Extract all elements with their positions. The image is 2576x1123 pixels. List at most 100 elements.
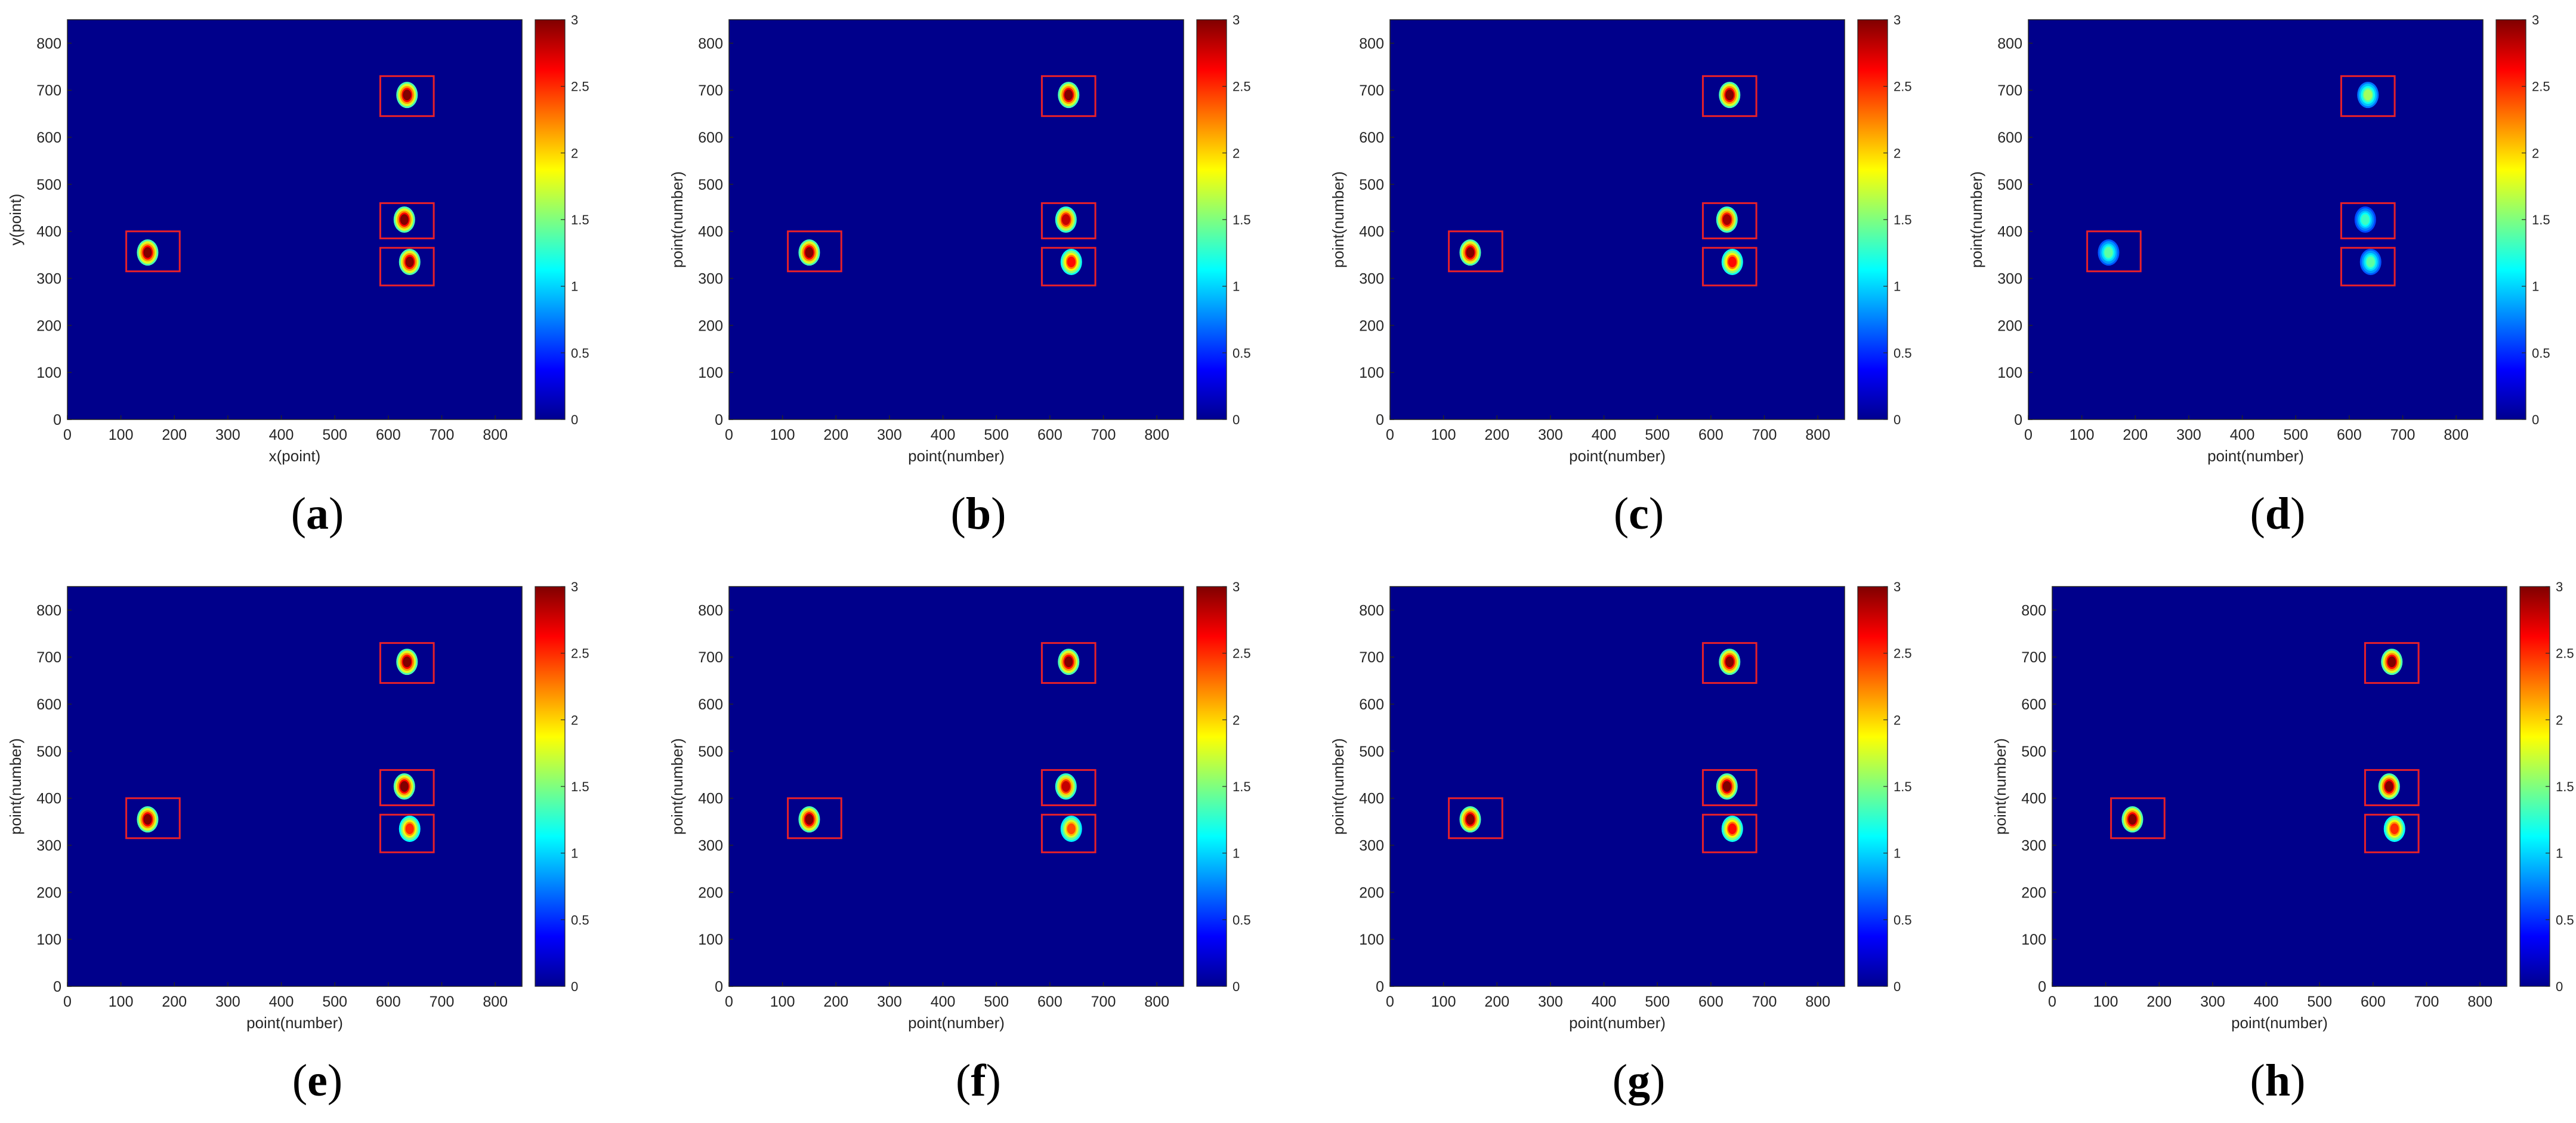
- panel-b: 0 100 200 300 400 500 600 700 800 0 100 200 300 400 50…: [668, 13, 1251, 465]
- y-tick-label: 500: [2021, 743, 2046, 760]
- target-blob: [403, 656, 412, 668]
- x-tick-label: 0: [2048, 994, 2056, 1010]
- x-tick-label: 300: [2200, 994, 2225, 1010]
- target-blob: [2361, 214, 2370, 225]
- x-tick-label: 0: [1386, 994, 1394, 1010]
- caption-e: (e): [292, 1056, 343, 1106]
- y-tick-label: 100: [36, 365, 61, 381]
- colorbar-tick-label: 3: [1233, 579, 1240, 594]
- target-blob: [1061, 214, 1070, 225]
- caption-h: (h): [2250, 1056, 2306, 1106]
- target-blob: [143, 814, 152, 825]
- caption-c: (c): [1613, 489, 1664, 539]
- colorbar-tick-label: 2: [1233, 712, 1240, 727]
- y-tick-label: 600: [2021, 696, 2046, 713]
- y-tick-label: 600: [698, 696, 723, 713]
- y-tick-label: 100: [698, 365, 723, 381]
- x-axis-label: point(number): [2207, 447, 2304, 465]
- y-axis-label: y(point): [7, 194, 24, 246]
- x-tick-label: 800: [2444, 427, 2469, 443]
- x-tick-label: 500: [2283, 427, 2308, 443]
- panel-g: 0 100 200 300 400 500 600 700 800 0 100 200 300 400 50…: [1329, 579, 1912, 1032]
- colorbar-tick-label: 0: [1894, 412, 1901, 427]
- heatmap-background: [1390, 20, 1845, 419]
- y-tick-label: 100: [36, 931, 61, 948]
- target-box: [1448, 797, 1503, 840]
- y-tick-label: 300: [698, 271, 723, 288]
- colorbar-tick-label: 1.5: [2532, 212, 2550, 227]
- y-tick-label: 0: [2014, 412, 2022, 428]
- y-tick-label: 200: [1359, 317, 1384, 334]
- y-tick-label: 700: [698, 82, 723, 99]
- y-tick-label: 0: [1376, 979, 1384, 995]
- x-axis-label: x(point): [269, 447, 321, 465]
- x-tick-label: 0: [63, 994, 72, 1010]
- y-tick-label: 600: [1359, 696, 1384, 713]
- caption-b: (b): [950, 489, 1006, 539]
- x-tick-label: 600: [376, 427, 401, 443]
- axes-frame: [2052, 586, 2507, 987]
- x-tick-label: 800: [1144, 994, 1169, 1010]
- colorbar-tick-label: 1.5: [571, 779, 589, 794]
- x-tick-label: 100: [109, 427, 134, 443]
- y-axis-label: point(number): [1329, 738, 1347, 835]
- x-tick-label: 300: [1538, 994, 1563, 1010]
- y-tick-label: 700: [1359, 82, 1384, 99]
- y-tick-label: 0: [53, 412, 61, 428]
- y-tick-label: 700: [1359, 649, 1384, 666]
- y-tick-label: 300: [36, 838, 61, 854]
- colorbar-tick-label: 2: [571, 146, 578, 161]
- colorbar-tick-label: 1: [571, 846, 578, 861]
- heatmap-background: [729, 587, 1184, 986]
- target-blob: [1061, 781, 1070, 792]
- colorbar-tick-label: 1.5: [571, 212, 589, 227]
- colorbar-tick-label: 1: [1894, 846, 1901, 861]
- y-tick-label: 800: [698, 35, 723, 52]
- target-blob: [1725, 656, 1734, 668]
- y-tick-label: 800: [1997, 35, 2022, 52]
- y-tick-label: 0: [2038, 979, 2046, 995]
- x-tick-label: 800: [2467, 994, 2492, 1010]
- target-box: [379, 75, 435, 118]
- colorbar-tick-label: 2: [2532, 146, 2539, 161]
- x-tick-label: 300: [215, 427, 240, 443]
- y-axis-label: point(number): [7, 738, 24, 835]
- x-tick-label: 600: [1698, 427, 1723, 443]
- colorbar-tick-label: 0: [2556, 979, 2563, 994]
- y-tick-label: 300: [1997, 271, 2022, 288]
- target-box: [1448, 230, 1503, 273]
- target-blob: [2104, 247, 2113, 258]
- x-tick-label: 400: [2230, 427, 2255, 443]
- y-tick-label: 400: [1359, 224, 1384, 240]
- x-tick-label: 500: [1645, 427, 1670, 443]
- colorbar-tick-label: 2.5: [1233, 79, 1251, 94]
- y-tick-label: 0: [715, 412, 723, 428]
- axes-frame: [67, 586, 523, 987]
- colorbar: [2495, 19, 2526, 420]
- x-axis-label: point(number): [908, 1014, 1005, 1032]
- colorbar-tick-label: 2.5: [1894, 79, 1912, 94]
- x-tick-label: 300: [877, 994, 902, 1010]
- colorbar-tick-label: 1.5: [2556, 779, 2574, 794]
- x-axis-label: point(number): [1569, 447, 1666, 465]
- colorbar-tick-label: 0: [571, 979, 578, 994]
- y-axis-label: point(number): [1967, 171, 1985, 268]
- x-tick-label: 600: [2337, 427, 2362, 443]
- y-tick-label: 800: [698, 602, 723, 619]
- heatmap-background: [1390, 587, 1845, 986]
- y-tick-label: 500: [36, 743, 61, 760]
- y-tick-label: 600: [698, 129, 723, 146]
- target-box: [1040, 769, 1097, 807]
- target-blob: [2385, 781, 2393, 792]
- target-box: [2340, 202, 2396, 240]
- x-tick-label: 0: [725, 994, 733, 1010]
- y-tick-label: 700: [2021, 649, 2046, 666]
- target-box: [1701, 246, 1758, 286]
- y-tick-label: 500: [1359, 743, 1384, 760]
- target-blob: [1064, 656, 1073, 668]
- target-blob: [2387, 656, 2396, 668]
- panel-h: 0 100 200 300 400 500 600 700 800 0 100 200 300 400 50…: [1991, 579, 2574, 1032]
- target-blob: [400, 781, 409, 792]
- y-tick-label: 600: [36, 129, 61, 146]
- x-tick-label: 100: [1431, 427, 1456, 443]
